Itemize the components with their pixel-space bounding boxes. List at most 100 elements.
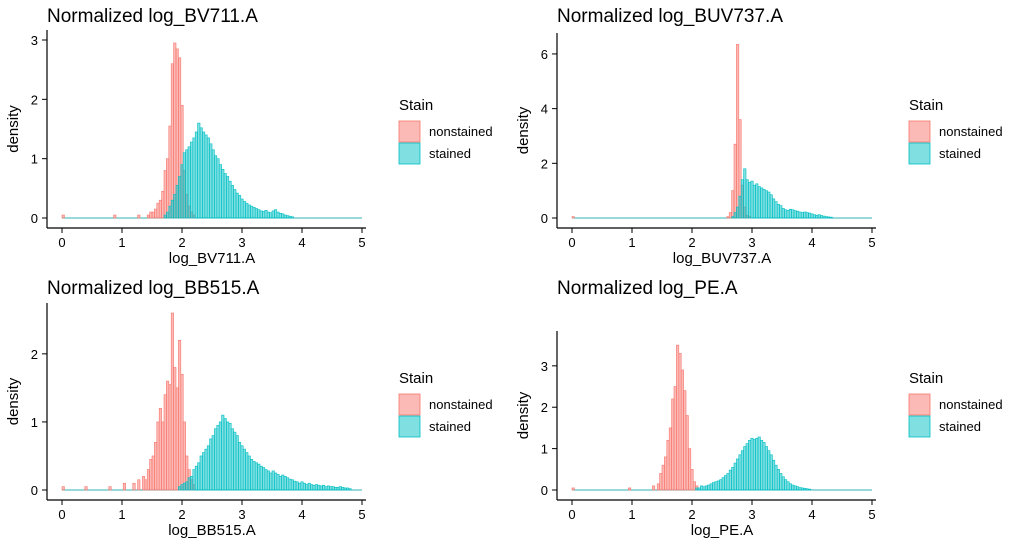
panel-2-bar-nonstained [728, 212, 732, 219]
panel-1-bar-nonstained [168, 125, 172, 219]
panel-1-bar-stained [187, 146, 191, 219]
panel-2-bar-nonstained [571, 216, 575, 219]
panel-1-bar-nonstained [61, 214, 65, 219]
panel-1-bar-stained [168, 205, 172, 219]
panel-4-y-axis-label: density [515, 391, 532, 439]
panel-4-bar-stained [728, 469, 732, 491]
panel-3-bar-stained [197, 462, 201, 491]
panel-4-y-tick-label: 3 [541, 359, 548, 374]
panel-3-bar-stained [276, 474, 280, 491]
panel-1-bar-stained [233, 189, 237, 219]
panel-3-bar-nonstained [180, 373, 184, 491]
panel-4-bar-stained [709, 483, 713, 491]
panel-1-legend-label-nonstained: nonstained [429, 124, 493, 139]
panel-1-bar-stained [214, 155, 218, 219]
panel-2-y-tick-label: 6 [541, 47, 548, 62]
panel-4-bar-stained [800, 487, 804, 491]
panel-4-bar-stained [767, 450, 771, 491]
panel-3-bar-nonstained [149, 459, 153, 491]
panel-3-bar-nonstained [173, 367, 177, 491]
panel-3-bar-nonstained [137, 479, 141, 491]
panel-2-y-tick-label: 2 [541, 156, 548, 171]
panel-1-bar-stained [281, 213, 285, 219]
panel-1-bar-stained [180, 164, 184, 219]
panel-1-bar-nonstained [149, 211, 153, 219]
panel-3-bar-stained [238, 442, 242, 491]
panel-4-bar-nonstained [676, 344, 680, 491]
panel-4-bar-stained [781, 476, 785, 491]
panel-3-bar-stained [233, 431, 237, 491]
panel-4-legend-key-nonstained [908, 393, 931, 416]
panel-1-y-tick-label: 2 [31, 92, 38, 107]
panel-1-bar-stained [254, 208, 258, 219]
panel-4-bar-nonstained [671, 398, 675, 491]
panel-4-bar-nonstained [680, 369, 684, 491]
panel-3-bar-stained [199, 455, 203, 491]
panel-2-legend-key-stained [908, 142, 931, 165]
panel-3-bar-stained [331, 486, 335, 491]
panel-4-x-tick-label: 3 [748, 507, 755, 522]
panel-2-x-tick-label: 5 [868, 235, 875, 250]
panel-2-bar-stained [803, 211, 807, 219]
panel-3-bar-nonstained [158, 408, 162, 491]
panel-1-bar-stained [257, 209, 261, 219]
panel-4-bar-stained [695, 487, 699, 491]
panel-1-bar-stained [247, 204, 251, 219]
panel-3-bar-nonstained [146, 469, 150, 491]
panel-3-bar-stained [346, 487, 350, 491]
panel-2-bar-stained [820, 215, 824, 219]
panel-3-bar-stained [264, 469, 268, 491]
panel-3-bar-stained [271, 470, 275, 491]
panel-1-bar-stained [199, 127, 203, 219]
panel-1-bar-stained [240, 198, 244, 219]
panel-4-bar-stained [738, 454, 742, 491]
panel-3-bar-stained [221, 414, 225, 491]
panel-2-bar-stained [798, 211, 802, 219]
panel-2-bar-stained [827, 216, 831, 219]
panel-2-bar-stained [769, 194, 773, 219]
panel-2-bar-stained [793, 210, 797, 219]
panel-2-bar-nonstained [731, 190, 735, 219]
panel-2-bar-stained [752, 184, 756, 219]
panel-3-bar-stained [305, 484, 309, 491]
panel-1-legend-key-stained [398, 142, 421, 165]
panel-4-bar-stained [700, 485, 704, 491]
panel-3-bar-nonstained [182, 421, 186, 491]
panel-1-bar-stained [194, 131, 198, 219]
panel-2-bar-stained [784, 209, 788, 219]
panel-3-bar-stained [235, 435, 239, 491]
panel-1-bar-stained [252, 207, 256, 219]
panel-3-bar-stained [329, 486, 333, 491]
panel-4-bar-nonstained [664, 456, 668, 491]
panel-4-x-tick-label: 2 [688, 507, 695, 522]
panel-4-bar-nonstained [656, 483, 660, 491]
panel-3-bar-stained [218, 421, 222, 491]
panel-4-bar-stained [796, 486, 800, 491]
panel-3-bar-nonstained [144, 479, 148, 491]
panel-3-bar-stained [247, 455, 251, 491]
panel-3-bar-stained [286, 477, 290, 491]
panel-4-bar-stained [719, 479, 723, 491]
panel-2-x-tick-label: 3 [748, 235, 755, 250]
panel-4-y-tick-label: 0 [541, 483, 548, 498]
panel-4-bar-stained [755, 437, 759, 491]
panel-2-legend-label-stained: stained [939, 146, 981, 161]
panel-3-bar-stained [283, 476, 287, 491]
panel-2-y-axis-label: density [515, 106, 532, 154]
panel-3-bar-stained [310, 484, 314, 491]
panel-3-bar-stained [202, 452, 206, 491]
panel-3-bar-nonstained [122, 482, 126, 491]
panel-2-bar-stained [772, 198, 776, 219]
panel-1-bar-nonstained [156, 202, 160, 219]
panel-3-legend-key-stained [398, 415, 421, 438]
panel-4-bar-nonstained [685, 415, 689, 491]
panel-4-bar-stained [750, 437, 754, 491]
panel-1-legend-title: Stain [399, 97, 433, 114]
panel-1-bar-stained [250, 205, 254, 219]
panel-4-bar-stained [803, 488, 807, 491]
panel-2-bar-stained [743, 168, 747, 219]
panel-1-x-tick-label: 3 [238, 235, 245, 250]
panel-1-bar-stained [175, 185, 179, 219]
panel-2-y-tick-label: 4 [541, 102, 548, 117]
panel-2-bar-stained [786, 210, 790, 219]
